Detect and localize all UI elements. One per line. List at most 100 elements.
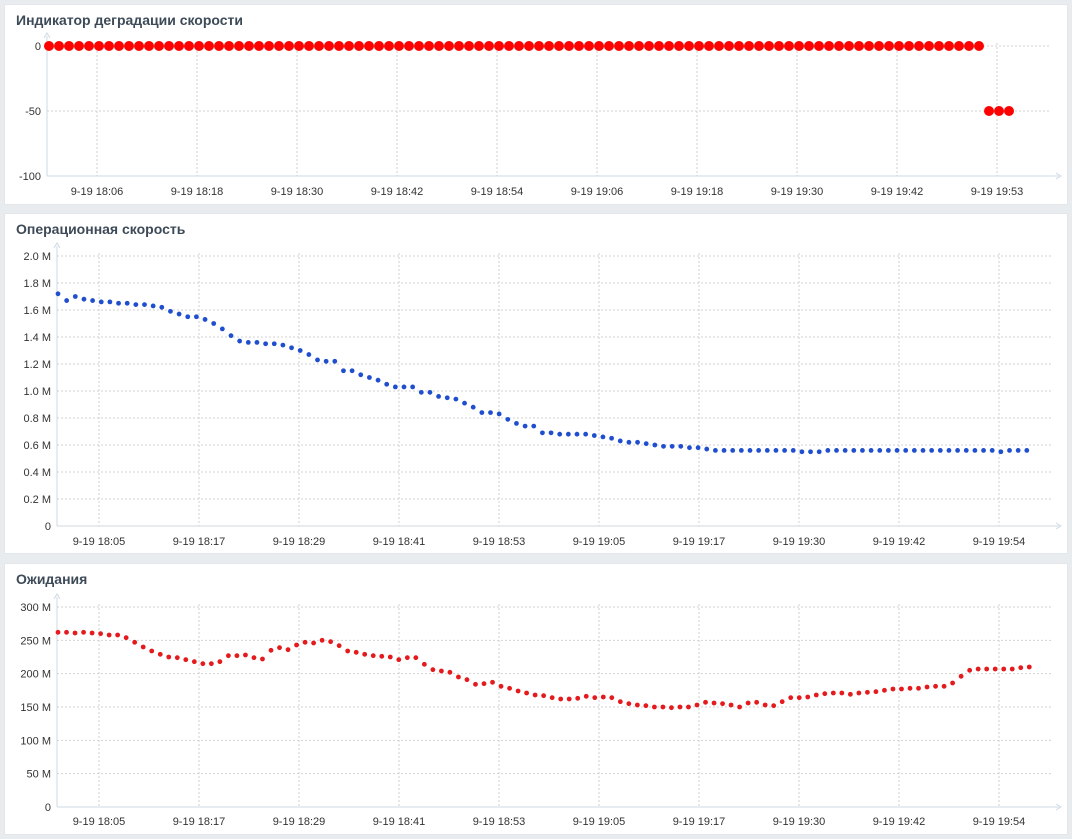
x-tick-label: 9-19 19:05 xyxy=(573,536,626,548)
chart-title: Индикатор деградации скорости xyxy=(16,12,244,28)
data-point xyxy=(268,647,274,653)
data-point xyxy=(813,692,819,698)
data-point xyxy=(955,448,960,453)
data-point xyxy=(362,651,368,657)
data-point xyxy=(414,41,424,51)
data-point xyxy=(600,694,606,700)
data-point xyxy=(591,433,597,438)
data-point xyxy=(694,702,700,708)
data-point xyxy=(916,685,921,691)
data-point xyxy=(324,41,334,51)
data-point xyxy=(294,642,299,648)
x-tick-label: 9-19 18:53 xyxy=(473,816,526,828)
data-point xyxy=(944,41,954,51)
x-axis-arrow xyxy=(1055,803,1062,811)
data-point xyxy=(808,449,813,455)
data-point xyxy=(515,688,521,694)
data-point xyxy=(64,298,70,303)
x-tick-label: 9-19 18:17 xyxy=(173,536,226,548)
data-point xyxy=(904,41,914,51)
data-point xyxy=(614,41,624,51)
data-point xyxy=(654,41,664,51)
data-point xyxy=(583,693,589,699)
data-point xyxy=(470,404,476,410)
data-point xyxy=(822,691,828,697)
data-point xyxy=(704,41,714,51)
data-point xyxy=(874,41,884,51)
data-point xyxy=(392,384,398,390)
data-point xyxy=(790,448,796,453)
data-point xyxy=(319,637,325,643)
data-point xyxy=(604,41,614,51)
x-tick-label: 9-19 18:06 xyxy=(71,186,124,198)
data-point xyxy=(505,416,511,422)
data-point xyxy=(54,41,64,51)
chart-title: Операционная скорость xyxy=(16,221,186,237)
data-point xyxy=(237,338,243,344)
data-point xyxy=(554,41,564,51)
data-point xyxy=(224,41,234,51)
data-point xyxy=(721,448,727,453)
data-point xyxy=(410,384,416,390)
data-point xyxy=(159,304,165,310)
data-point xyxy=(954,41,964,51)
data-point xyxy=(937,448,943,453)
data-point xyxy=(984,106,994,116)
chart-panel-operational-speed: Операционная скорость 2.0 M 1.8 M 1.6 M 1.4… xyxy=(4,213,1068,554)
data-point xyxy=(524,41,534,51)
data-point xyxy=(244,41,254,51)
data-point xyxy=(737,704,742,710)
data-point xyxy=(920,448,926,453)
data-point xyxy=(744,41,754,51)
data-point xyxy=(208,661,214,667)
data-point xyxy=(251,655,257,661)
data-point xyxy=(89,630,95,636)
data-point xyxy=(734,41,744,51)
y-tick-label: 1.8 M xyxy=(23,278,51,290)
data-point xyxy=(387,654,393,660)
y-tick-label: 250 M xyxy=(20,635,51,647)
y-tick-label: 1.4 M xyxy=(23,332,51,344)
data-point xyxy=(964,41,974,51)
data-point xyxy=(541,693,547,699)
y-tick-label: 100 M xyxy=(20,735,51,747)
data-point xyxy=(106,632,112,638)
data-point xyxy=(413,655,419,661)
data-point xyxy=(824,41,834,51)
x-tick-label: 9-19 19:53 xyxy=(971,186,1024,198)
data-point xyxy=(1024,448,1030,453)
y-tick-label: 0 xyxy=(35,41,41,53)
data-point xyxy=(924,684,930,690)
x-axis-arrow xyxy=(1055,522,1062,530)
data-point xyxy=(498,683,504,689)
data-point xyxy=(788,695,794,701)
data-point xyxy=(958,673,964,679)
data-point xyxy=(634,41,644,51)
data-point xyxy=(304,41,314,51)
data-point xyxy=(341,368,346,374)
data-point xyxy=(140,644,146,650)
data-point xyxy=(263,341,268,347)
data-point xyxy=(166,654,172,660)
data-point xyxy=(998,449,1004,455)
data-point xyxy=(834,448,839,453)
data-point xyxy=(660,704,666,710)
data-point xyxy=(264,41,274,51)
y-tick-label: 0 xyxy=(45,521,51,533)
data-point xyxy=(794,41,804,51)
data-point xyxy=(664,41,674,51)
data-point xyxy=(548,430,554,436)
data-point xyxy=(984,666,990,672)
data-point xyxy=(950,680,955,686)
data-point xyxy=(226,653,231,659)
data-point xyxy=(379,653,385,659)
data-point xyxy=(557,431,563,437)
data-point xyxy=(55,629,61,635)
data-point xyxy=(354,41,364,51)
x-tick-label: 9-19 19:18 xyxy=(671,186,724,198)
data-point xyxy=(302,639,308,645)
data-point xyxy=(652,442,658,448)
data-point xyxy=(204,41,214,51)
data-point xyxy=(745,700,751,706)
data-point xyxy=(674,41,684,51)
